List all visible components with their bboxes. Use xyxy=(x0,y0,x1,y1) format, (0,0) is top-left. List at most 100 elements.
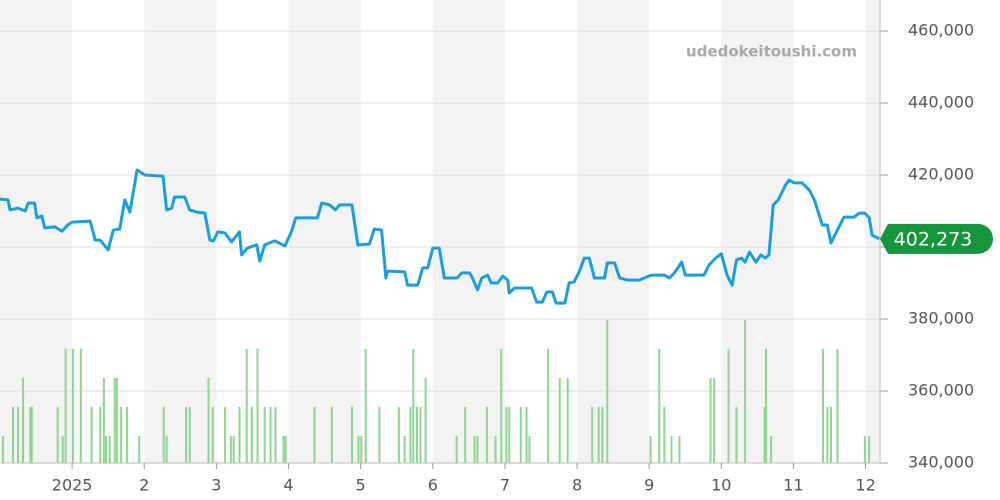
volume-bar xyxy=(525,406,528,463)
volume-bar xyxy=(763,406,766,463)
volume-bar xyxy=(364,348,367,463)
x-tick-label: 11 xyxy=(783,476,803,495)
volume-bar xyxy=(670,436,673,463)
volume-bar xyxy=(61,436,64,463)
x-tick-label: 12 xyxy=(855,476,875,495)
volume-bar xyxy=(185,406,188,463)
volume-bar xyxy=(868,436,871,463)
volume-bar xyxy=(485,406,488,463)
volume-bar xyxy=(17,406,20,463)
volume-bar xyxy=(238,406,241,463)
volume-bar xyxy=(735,406,738,463)
x-tick-label: 7 xyxy=(500,476,510,495)
volume-bar xyxy=(138,436,141,463)
volume-bar xyxy=(597,406,600,463)
x-tick-label: 4 xyxy=(283,476,293,495)
volume-bar xyxy=(125,406,128,463)
y-tick-label: 360,000 xyxy=(908,381,974,400)
volume-bar xyxy=(360,436,363,463)
volume-bar xyxy=(547,348,550,463)
volume-bar xyxy=(1,436,4,463)
volume-bar xyxy=(770,436,773,463)
volume-bar xyxy=(863,436,866,463)
volume-bar xyxy=(829,406,832,463)
volume-bar xyxy=(424,378,427,463)
volume-bar xyxy=(566,378,569,463)
volume-bar xyxy=(419,406,422,463)
x-tick-label: 2 xyxy=(139,476,149,495)
volume-bar xyxy=(455,436,458,463)
volume-bar xyxy=(649,436,652,463)
volume-bar xyxy=(188,406,191,463)
volume-bar xyxy=(357,436,360,463)
volume-bar xyxy=(120,406,123,463)
month-band xyxy=(577,0,650,463)
volume-bar xyxy=(108,436,111,463)
volume-bar xyxy=(79,348,82,463)
volume-bar xyxy=(412,348,415,463)
volume-bar xyxy=(500,348,503,463)
volume-bar xyxy=(113,378,116,463)
volume-bar xyxy=(229,436,232,463)
y-tick-label: 380,000 xyxy=(908,309,974,328)
volume-bar xyxy=(658,348,661,463)
volume-bar xyxy=(403,436,406,463)
volume-bar xyxy=(822,348,825,463)
volume-bar xyxy=(105,436,108,463)
volume-bar xyxy=(99,406,102,463)
volume-bar xyxy=(826,406,829,463)
volume-bar xyxy=(663,406,666,463)
volume-bar xyxy=(505,406,508,463)
y-tick-label: 460,000 xyxy=(908,21,974,40)
month-band xyxy=(432,0,505,463)
month-band xyxy=(721,0,794,463)
volume-bar xyxy=(836,348,839,463)
month-bands xyxy=(0,0,880,463)
volume-bar xyxy=(224,406,227,463)
volume-bar xyxy=(330,406,333,463)
last-price-box xyxy=(880,223,994,254)
month-band xyxy=(144,0,217,463)
x-tick-label: 5 xyxy=(356,476,366,495)
x-tick-label: 9 xyxy=(644,476,654,495)
volume-bar xyxy=(473,436,476,463)
y-tick-label: 440,000 xyxy=(908,93,974,112)
volume-bar xyxy=(207,378,210,463)
volume-bar xyxy=(727,348,730,463)
volume-bar xyxy=(162,406,165,463)
x-tick-label: 8 xyxy=(572,476,582,495)
volume-bar xyxy=(508,406,511,463)
volume-bar xyxy=(409,406,412,463)
volume-bar xyxy=(165,436,168,463)
volume-bar xyxy=(606,320,609,463)
volume-bar xyxy=(678,436,681,463)
volume-bar xyxy=(90,406,93,463)
volume-bar xyxy=(313,406,316,463)
volume-bar xyxy=(765,348,768,463)
volume-bar xyxy=(115,378,118,463)
volume-bar xyxy=(64,348,67,463)
volume-bar xyxy=(29,406,32,463)
volume-bar xyxy=(744,320,747,463)
volume-bar xyxy=(528,436,531,463)
month-band xyxy=(288,0,361,463)
volume-bar xyxy=(232,436,235,463)
volume-bar xyxy=(519,406,522,463)
volume-bar xyxy=(250,406,253,463)
volume-bar xyxy=(56,406,59,463)
y-tick-label: 420,000 xyxy=(908,165,974,184)
marks xyxy=(0,168,880,463)
volume-bar xyxy=(22,378,25,463)
volume-bar xyxy=(591,406,594,463)
x-tick-label: 2025 xyxy=(52,476,93,495)
volume-bar xyxy=(709,378,712,463)
watermark: udedokeitoushi.com xyxy=(686,43,857,61)
volume-bar xyxy=(558,378,561,463)
volume-bar xyxy=(11,406,14,463)
volume-bar xyxy=(415,406,418,463)
volume-bar xyxy=(476,436,479,463)
volume-bar xyxy=(102,378,105,463)
volume-bar xyxy=(211,406,214,463)
